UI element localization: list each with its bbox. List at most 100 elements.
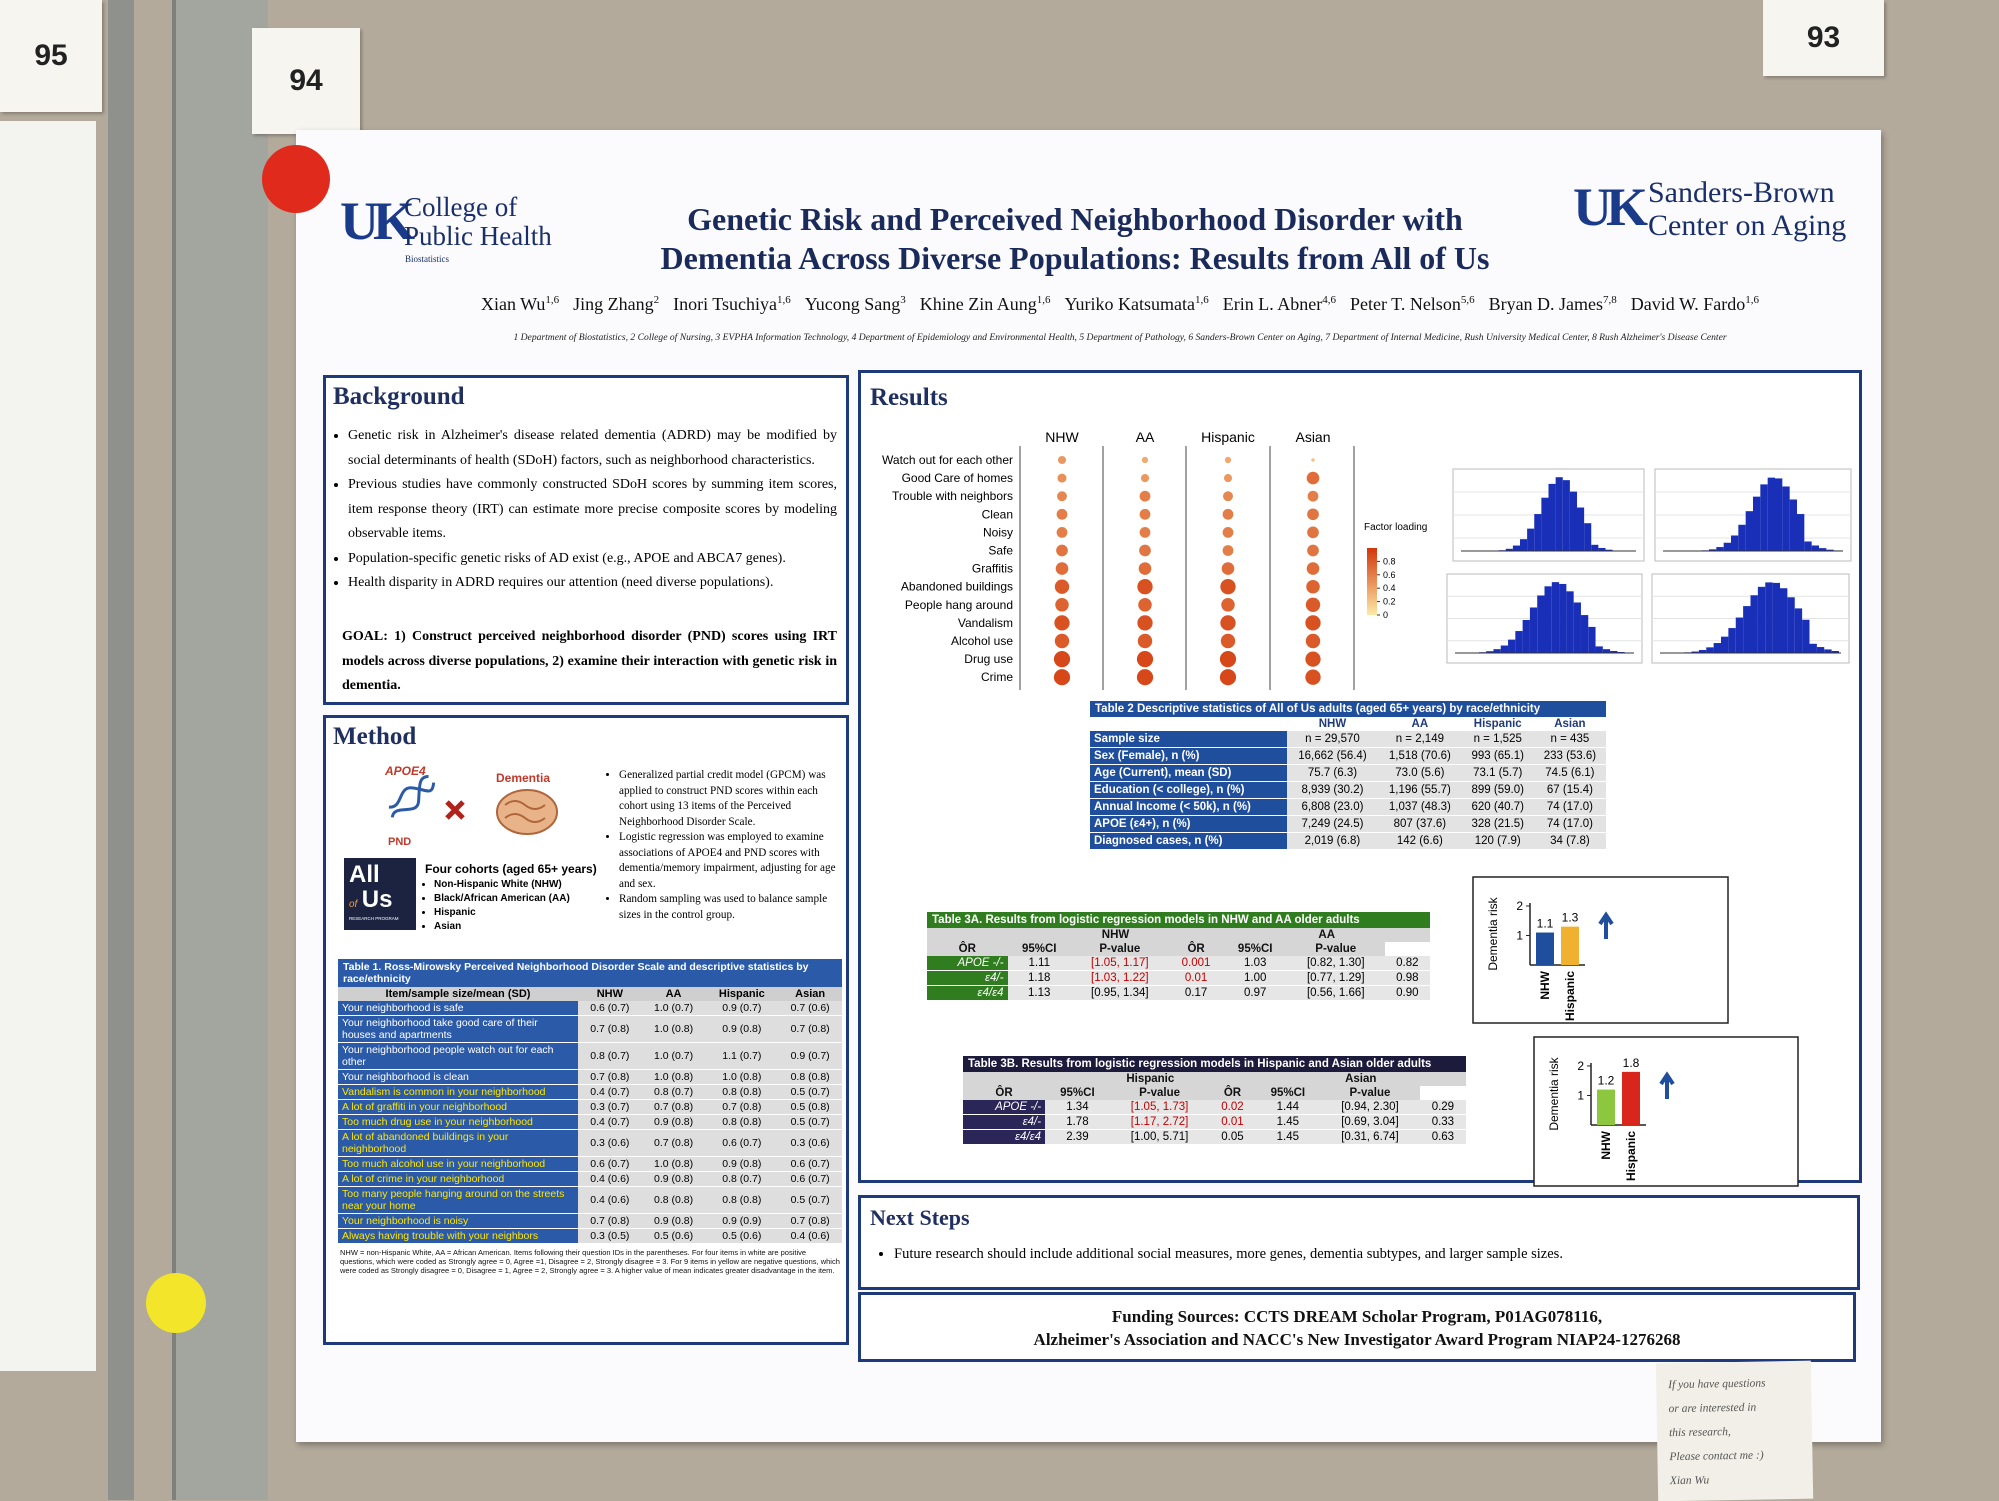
group-header: AA — [1223, 928, 1430, 942]
section-heading: Method — [333, 723, 416, 751]
table-cell: 0.6 (0.7) — [578, 1157, 642, 1172]
poster-number: 95 — [0, 0, 102, 112]
table-cell: 2,019 (6.8) — [1287, 833, 1378, 850]
header-cell: 95%CI — [1256, 1086, 1321, 1100]
author-name: Yucong Sang — [805, 294, 901, 314]
cohorts-heading: Four cohorts (aged 65+ years) — [425, 862, 597, 876]
table-cell: 0.17 — [1169, 986, 1224, 1001]
poster-number: 94 — [252, 28, 360, 134]
table-cell: 120 (7.9) — [1462, 833, 1534, 850]
table-cell: 1.45 — [1256, 1115, 1321, 1130]
table-cell: 0.7 (0.6) — [778, 1001, 842, 1016]
row-label: APOE -/- — [927, 956, 1008, 971]
header-cell: P-value — [1110, 1086, 1210, 1100]
poster-number: 93 — [1763, 0, 1884, 76]
table-caption: Table 3B. Results from logistic regressi… — [963, 1056, 1466, 1072]
yellow-sticker — [146, 1273, 206, 1333]
table-note: NHW = non-Hispanic White, AA = African A… — [338, 1244, 842, 1279]
row-label: Your neighborhood take good care of thei… — [338, 1016, 578, 1043]
table-cell: 620 (40.7) — [1462, 799, 1534, 816]
title-line: Genetic Risk and Perceived Neighborhood … — [540, 200, 1610, 239]
author-name: David W. Fardo — [1631, 294, 1746, 314]
author-affil: 2 — [654, 294, 660, 306]
note-line: or are interested in — [1668, 1395, 1799, 1421]
chart-caption: APOE ε4/- — [1660, 1121, 1786, 1144]
bullet: Generalized partial credit model (GPCM) … — [619, 768, 843, 830]
table-cell: 0.8 (0.7) — [705, 1172, 778, 1187]
author: Erin L. Abner4,6 — [1223, 294, 1336, 315]
table-cell: 0.6 (0.7) — [778, 1172, 842, 1187]
table-row: Too many people hanging around on the st… — [338, 1187, 842, 1214]
table-cell: [0.31, 6.74] — [1320, 1130, 1420, 1145]
row-label: Too much alcohol use in your neighborhoo… — [338, 1157, 578, 1172]
section-heading: Results — [870, 384, 948, 412]
row-label: Sample size — [1090, 731, 1287, 748]
figure-label: PND — [388, 836, 411, 848]
header-cell: NHW — [1287, 717, 1378, 731]
table-cell: 1.0 (0.7) — [642, 1043, 706, 1070]
table-cell: 73.0 (5.6) — [1378, 765, 1462, 782]
table-cell: [0.95, 1.34] — [1071, 986, 1169, 1001]
table-cell: 0.6 (0.7) — [705, 1130, 778, 1157]
table-cell: 0.3 (0.6) — [578, 1130, 642, 1157]
logo-text: College of Public Health — [404, 193, 552, 251]
metal-post — [108, 0, 134, 1500]
table-cell: 0.5 (0.8) — [778, 1100, 842, 1115]
header-cell: Asian — [1534, 717, 1606, 731]
table-row: Education (< college), n (%)8,939 (30.2)… — [1090, 782, 1606, 799]
table-cell: 1,037 (48.3) — [1378, 799, 1462, 816]
row-label: A lot of graffiti in your neighborhood — [338, 1100, 578, 1115]
next-steps-bullets: Future research should include additiona… — [878, 1246, 1838, 1263]
table-cell: 0.33 — [1420, 1115, 1466, 1130]
table-cell: 0.7 (0.8) — [642, 1100, 706, 1115]
author-name: Jing Zhang — [573, 294, 654, 314]
table-cell: 0.001 — [1169, 956, 1224, 971]
note-line: Please contact me :) — [1669, 1443, 1800, 1469]
row-label: Diagnosed cases, n (%) — [1090, 833, 1287, 850]
table-cell: 0.9 (0.8) — [642, 1214, 706, 1229]
cohort: Black/African American (AA) — [434, 892, 602, 906]
table-cell: 0.4 (0.7) — [578, 1115, 642, 1130]
table-cell: 0.7 (0.8) — [578, 1070, 642, 1085]
table-cell: 1.11 — [1008, 956, 1071, 971]
table-cell: [0.77, 1.29] — [1287, 971, 1385, 986]
goal: GOAL: 1) Construct perceived neighborhoo… — [342, 625, 837, 699]
row-label: ε4/ε4 — [927, 986, 1008, 1001]
author: Peter T. Nelson5,6 — [1350, 294, 1475, 315]
logo-line: Public Health — [404, 222, 552, 251]
table-cell: 0.97 — [1223, 986, 1286, 1001]
author-name: Khine Zin Aung — [920, 294, 1037, 314]
table-cell: 74.5 (6.1) — [1534, 765, 1606, 782]
figure-label: Dementia — [496, 771, 550, 785]
cohort: Non-Hispanic White (NHW) — [434, 878, 602, 892]
background-bullets: Genetic risk in Alzheimer's disease rela… — [332, 424, 837, 596]
bullet: Previous studies have commonly construct… — [348, 473, 837, 547]
row-label: Age (Current), mean (SD) — [1090, 765, 1287, 782]
table-cell: 1.0 (0.8) — [642, 1157, 706, 1172]
table-cell: n = 1,525 — [1462, 731, 1534, 748]
group-header: NHW — [1008, 928, 1224, 942]
table-cell: 0.01 — [1209, 1115, 1255, 1130]
logo-text: Sanders-Brown Center on Aging — [1648, 176, 1846, 242]
annotation: 1-point PND score increases — [1679, 1071, 1787, 1103]
logo-word: Us — [362, 886, 393, 913]
row-label: Your neighborhood is noisy — [338, 1214, 578, 1229]
sticky-note: If you have questions or are interested … — [1656, 1361, 1813, 1501]
cohort: Hispanic — [434, 906, 602, 920]
author: Inori Tsuchiya1,6 — [673, 294, 791, 315]
table-cell: 0.7 (0.8) — [578, 1214, 642, 1229]
logo-word: All — [349, 861, 380, 888]
row-label: ε4/- — [927, 971, 1008, 986]
logo-word: of — [349, 899, 357, 910]
table-cell: 1.0 (0.8) — [642, 1070, 706, 1085]
header-cell: ÔR — [927, 942, 1008, 956]
table-cell: 0.5 (0.6) — [642, 1229, 706, 1244]
table-cell: 0.02 — [1209, 1100, 1255, 1115]
author-affil: 7,8 — [1603, 294, 1617, 306]
